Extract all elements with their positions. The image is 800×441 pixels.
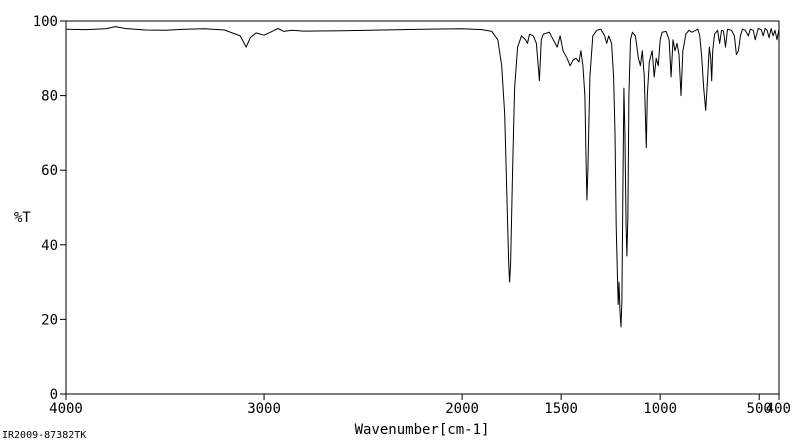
x-tick-label: 1500 (544, 401, 578, 417)
y-tick-label: 40 (41, 238, 58, 254)
x-tick-label: 1000 (643, 401, 677, 417)
spectrum-line (65, 26, 780, 328)
y-tick-label: 60 (41, 163, 58, 179)
x-tick-label: 3000 (247, 401, 281, 417)
y-axis-ticks: 0 20 40 60 80 100 (33, 14, 66, 403)
y-tick-label: 100 (33, 14, 58, 30)
y-tick-label: 20 (41, 312, 58, 328)
series-group (65, 26, 780, 328)
footer-id: IR2009-87382TK (2, 430, 86, 441)
x-tick-label: 500 (747, 401, 772, 417)
x-tick-label: 4000 (49, 401, 83, 417)
x-tick-label: 400 (766, 401, 791, 417)
plot-frame (65, 20, 780, 395)
y-axis-title: %T (14, 210, 31, 226)
y-tick-label: 80 (41, 89, 58, 105)
x-tick-label: 2000 (445, 401, 479, 417)
y-tick-label: 0 (50, 387, 58, 403)
x-axis-title: Wavenumber[cm-1] (355, 422, 490, 438)
